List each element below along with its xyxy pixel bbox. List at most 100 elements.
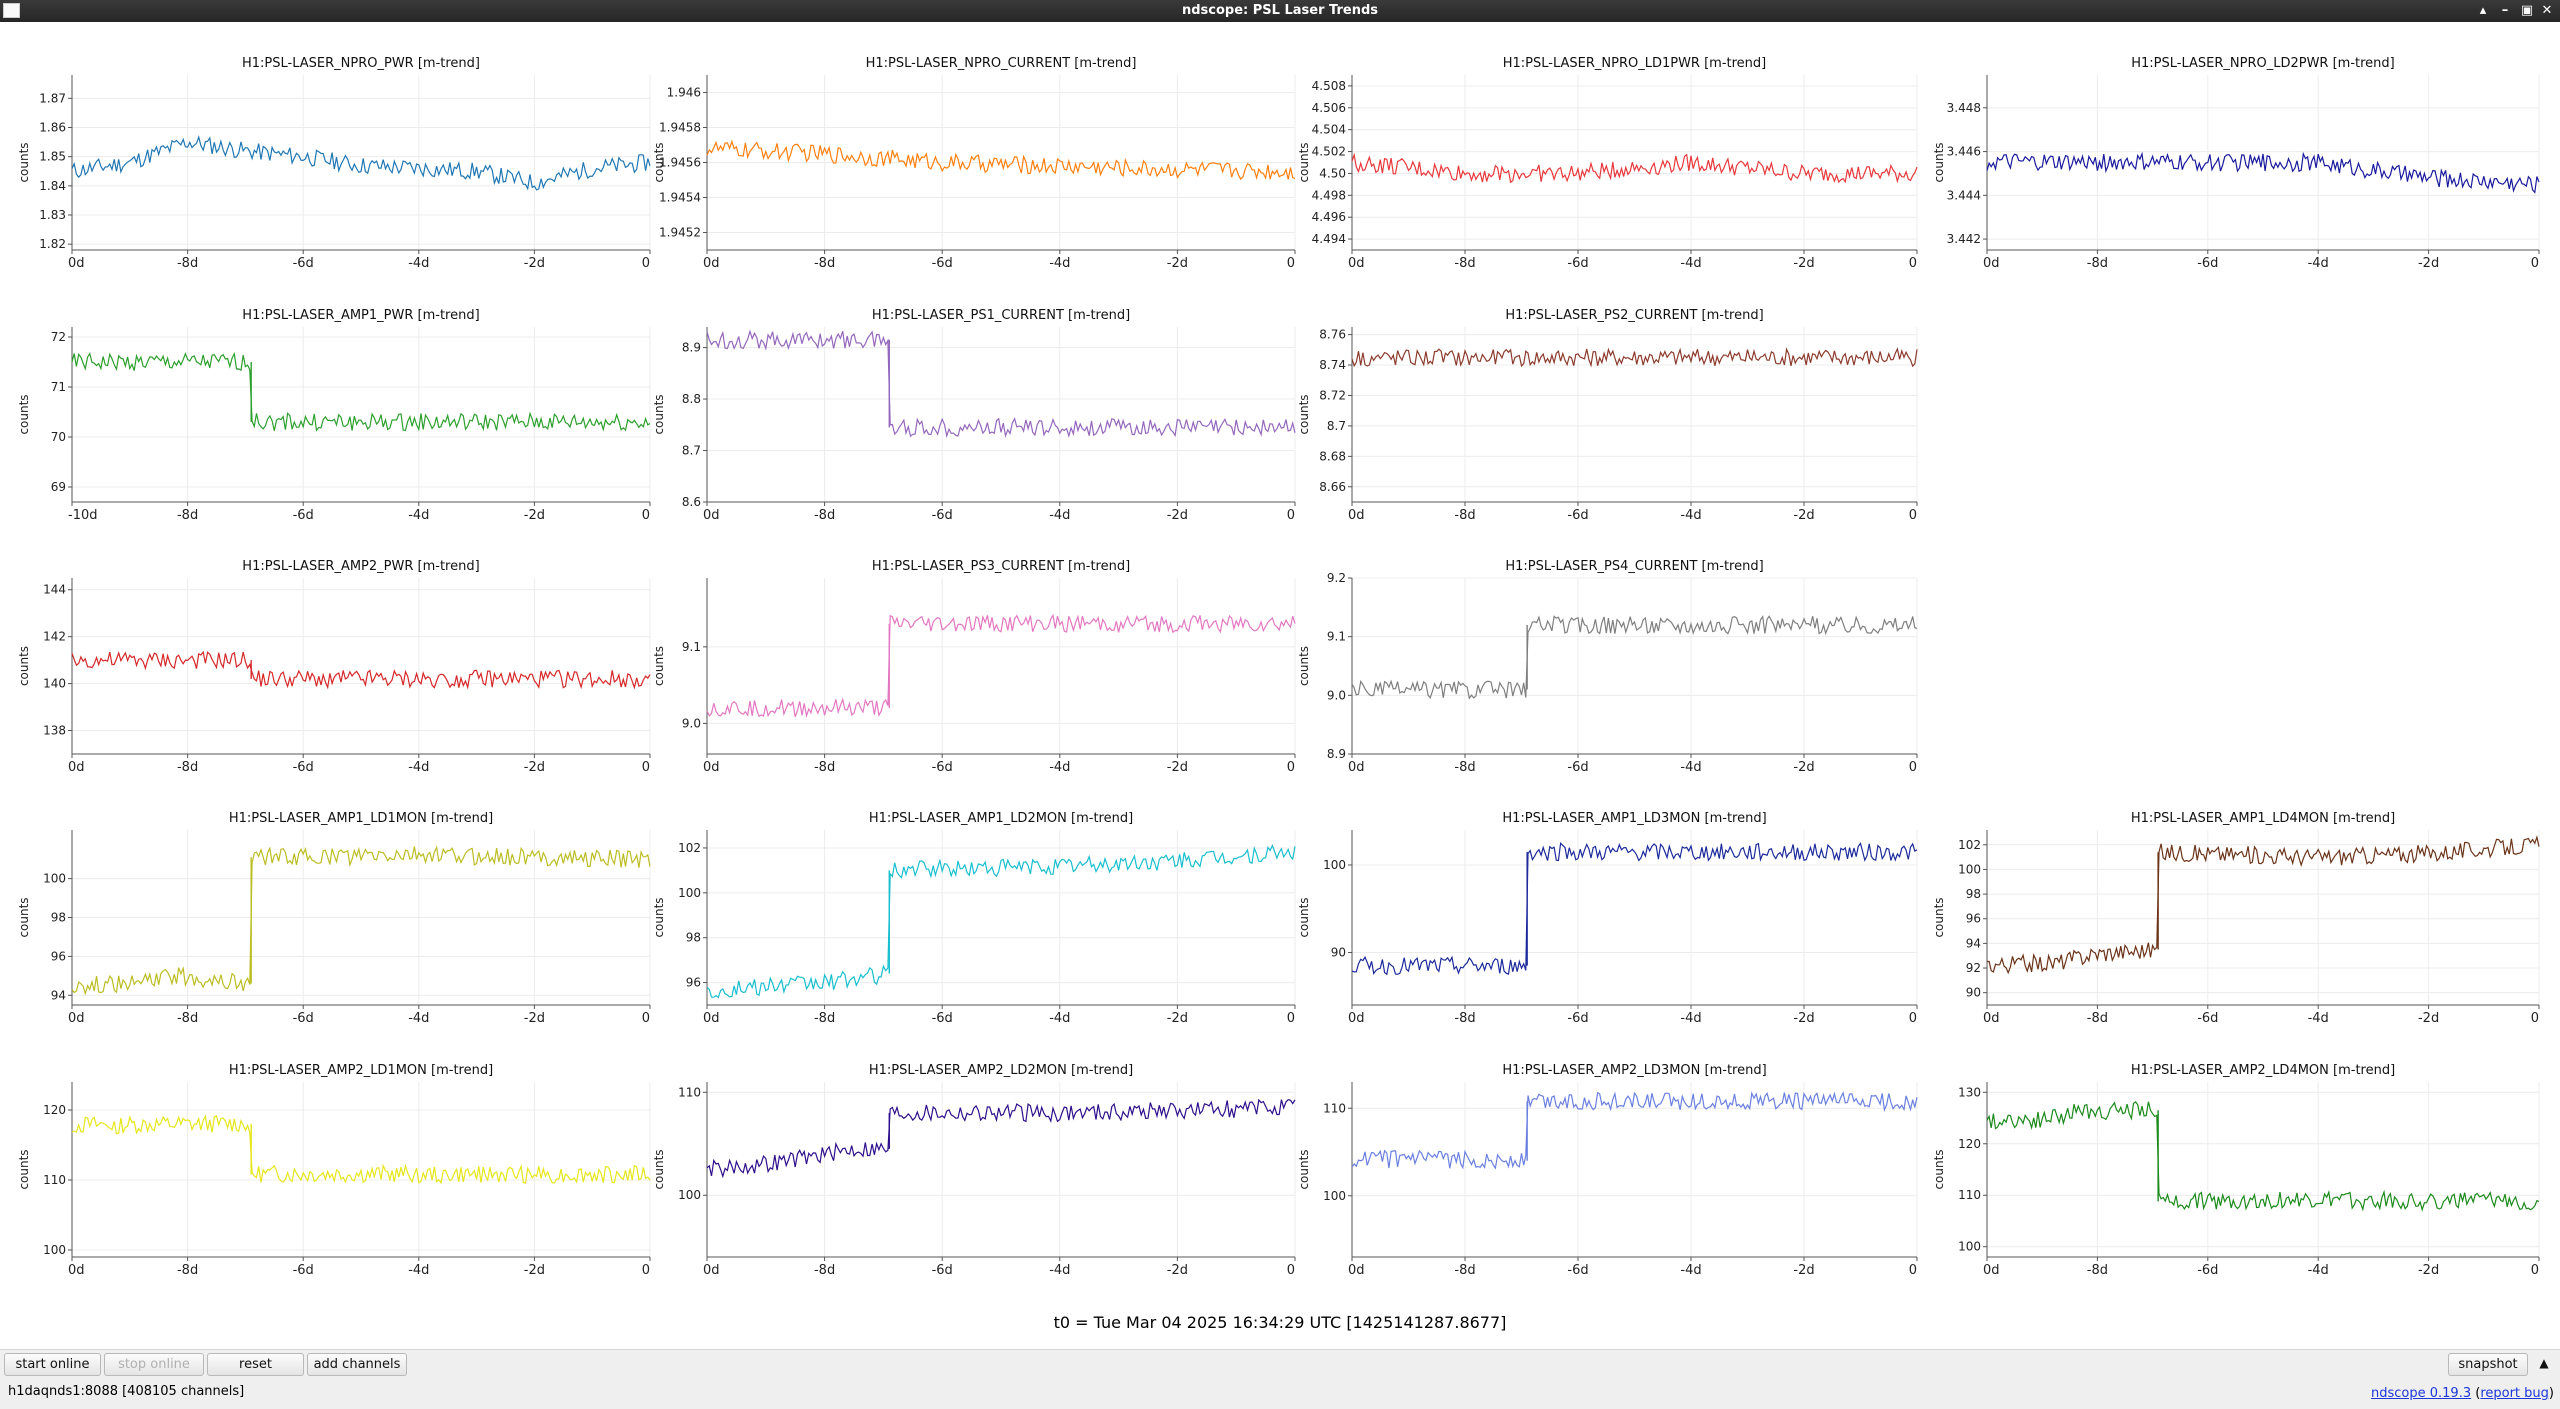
y-tick-label: 4.50 (1319, 166, 1346, 180)
x-tick-label: -6d (1567, 256, 1588, 271)
x-tick-label: 0d (703, 256, 720, 271)
y-axis-label: counts (1297, 142, 1311, 182)
plot-panel[interactable]: H1:PSL-LASER_AMP1_LD4MON [m-trend] 90 92 94… (1932, 811, 2539, 1026)
y-tick-label: 92 (1966, 961, 1981, 975)
y-axis-label: counts (17, 1149, 31, 1189)
x-tick-label: -8d (177, 256, 198, 271)
report-bug-link[interactable]: report bug (2480, 1386, 2549, 1401)
y-tick-label: 96 (1966, 912, 1981, 926)
y-tick-label: 100 (43, 872, 66, 886)
x-tick-label: -2d (2418, 256, 2439, 271)
x-tick-label: 0 (1909, 1263, 1917, 1278)
plot-panel[interactable]: H1:PSL-LASER_NPRO_PWR [m-trend] 1.82 1.83 1… (17, 56, 650, 271)
y-tick-label: 142 (43, 630, 66, 644)
data-trace (72, 354, 650, 431)
y-tick-label: 90 (1331, 946, 1346, 960)
version-info: ndscope 0.19.3 (report bug) (2371, 1386, 2554, 1401)
plot-canvas[interactable]: H1:PSL-LASER_NPRO_PWR [m-trend] 1.82 1.83 1… (0, 22, 2560, 1340)
y-tick-label: 4.508 (1312, 79, 1346, 93)
plot-title: H1:PSL-LASER_PS3_CURRENT [m-trend] (872, 559, 1130, 574)
x-tick-label: -4d (1049, 1263, 1070, 1278)
plot-title: H1:PSL-LASER_AMP2_PWR [m-trend] (242, 559, 479, 574)
status-bar: h1daqnds1:8088 [408105 channels] ndscope… (0, 1377, 2560, 1409)
x-tick-label: -4d (2308, 1263, 2329, 1278)
bottom-toolbar: start online stop online reset add chann… (0, 1349, 2560, 1377)
y-axis-label: counts (1297, 897, 1311, 937)
y-tick-label: 102 (678, 841, 701, 855)
x-tick-label: 0d (1348, 1263, 1365, 1278)
data-trace (1352, 843, 1917, 974)
window-collapse-icon[interactable]: ▴ (2472, 0, 2494, 22)
plot-panel[interactable]: H1:PSL-LASER_AMP1_LD2MON [m-trend] 96 98 10… (652, 811, 1295, 1026)
x-tick-label: -4d (408, 256, 429, 271)
x-tick-label: -6d (293, 1263, 314, 1278)
plot-panel[interactable]: H1:PSL-LASER_AMP1_PWR [m-trend] 69 70 71 72 -… (17, 308, 650, 523)
stop-online-button[interactable]: stop online (104, 1353, 204, 1376)
x-tick-label: -8d (177, 1011, 198, 1026)
data-trace (707, 846, 1295, 998)
x-tick-label: -4d (408, 1263, 429, 1278)
x-tick-label: 0 (2531, 256, 2539, 271)
version-link[interactable]: ndscope 0.19.3 (2371, 1386, 2471, 1401)
x-tick-label: -4d (408, 760, 429, 775)
window-close-icon[interactable]: ✕ (2536, 0, 2558, 22)
y-tick-label: 100 (1323, 1189, 1346, 1203)
plot-grid[interactable]: H1:PSL-LASER_NPRO_PWR [m-trend] 1.82 1.83 1… (0, 22, 2560, 1340)
x-tick-label: -8d (1454, 508, 1475, 523)
x-tick-label: 0d (1348, 508, 1365, 523)
y-tick-label: 120 (1958, 1137, 1981, 1151)
y-tick-label: 100 (1958, 862, 1981, 876)
x-tick-label: -4d (1680, 1263, 1701, 1278)
y-tick-label: 8.8 (682, 392, 701, 406)
x-tick-label: -2d (524, 1011, 545, 1026)
x-tick-label: 0d (1348, 1011, 1365, 1026)
data-trace (707, 142, 1295, 180)
expand-chevron-icon[interactable]: ▲ (2532, 1353, 2556, 1376)
add-channels-button[interactable]: add channels (307, 1353, 407, 1376)
x-tick-label: -2d (524, 256, 545, 271)
y-axis-label: counts (1297, 394, 1311, 434)
x-tick-label: -2d (1167, 1011, 1188, 1026)
plot-panel[interactable]: H1:PSL-LASER_NPRO_CURRENT [m-trend] 1.945… (652, 56, 1295, 271)
plot-panel[interactable]: H1:PSL-LASER_AMP2_LD3MON [m-trend] 100 110… (1297, 1063, 1917, 1278)
snapshot-button[interactable]: snapshot (2448, 1353, 2528, 1376)
start-online-button[interactable]: start online (4, 1353, 101, 1376)
plot-panel[interactable]: H1:PSL-LASER_PS2_CURRENT [m-trend] 8.66 8.… (1297, 308, 1917, 523)
data-trace (1352, 616, 1917, 698)
window-title: ndscope: PSL Laser Trends (1182, 3, 1378, 18)
y-tick-label: 8.74 (1319, 358, 1346, 372)
plot-title: H1:PSL-LASER_NPRO_PWR [m-trend] (242, 56, 480, 71)
x-tick-label: 0 (1287, 760, 1295, 775)
y-tick-label: 8.68 (1319, 449, 1346, 463)
window-maximize-icon[interactable]: ▣ (2516, 0, 2538, 22)
x-tick-label: -6d (1567, 508, 1588, 523)
y-tick-label: 69 (51, 480, 66, 494)
y-tick-label: 96 (51, 949, 66, 963)
plot-panel[interactable]: H1:PSL-LASER_AMP2_LD1MON [m-trend] 100 110… (17, 1063, 650, 1278)
plot-panel[interactable]: H1:PSL-LASER_AMP2_PWR [m-trend] 138 140 142… (17, 559, 650, 775)
x-tick-label: -4d (2308, 256, 2329, 271)
y-tick-label: 8.76 (1319, 328, 1346, 342)
plot-panel[interactable]: H1:PSL-LASER_AMP2_LD4MON [m-trend] 100 110… (1932, 1063, 2539, 1278)
plot-panel[interactable]: H1:PSL-LASER_PS3_CURRENT [m-trend] 9.0 9.1… (652, 559, 1295, 775)
plot-panel[interactable]: H1:PSL-LASER_AMP2_LD2MON [m-trend] 100 110… (652, 1063, 1295, 1278)
x-tick-label: -2d (1167, 1263, 1188, 1278)
x-tick-label: 0 (1909, 1011, 1917, 1026)
y-tick-label: 71 (51, 380, 66, 394)
plot-panel[interactable]: H1:PSL-LASER_AMP1_LD3MON [m-trend] 90 100 0… (1297, 811, 1917, 1026)
x-tick-label: 0d (1983, 256, 2000, 271)
plot-panel[interactable]: H1:PSL-LASER_PS1_CURRENT [m-trend] 8.6 8.7… (652, 308, 1295, 523)
y-tick-label: 100 (43, 1243, 66, 1257)
y-tick-label: 3.444 (1947, 188, 1981, 202)
window-minimize-icon[interactable]: – (2494, 0, 2516, 22)
plot-title: H1:PSL-LASER_AMP1_LD2MON [m-trend] (869, 811, 1133, 826)
plot-panel[interactable]: H1:PSL-LASER_NPRO_LD1PWR [m-trend] 4.494 4… (1297, 56, 1917, 271)
plot-panel[interactable]: H1:PSL-LASER_NPRO_LD2PWR [m-trend] 3.442 3… (1932, 56, 2539, 271)
y-axis-label: counts (1932, 142, 1946, 182)
t0-label: t0 = Tue Mar 04 2025 16:34:29 UTC [14251… (0, 1313, 2560, 1332)
x-tick-label: -6d (932, 508, 953, 523)
x-tick-label: -2d (1793, 508, 1814, 523)
reset-button[interactable]: reset (207, 1353, 304, 1376)
plot-panel[interactable]: H1:PSL-LASER_AMP1_LD1MON [m-trend] 94 96 98… (17, 811, 650, 1026)
plot-panel[interactable]: H1:PSL-LASER_PS4_CURRENT [m-trend] 8.9 9.0… (1297, 559, 1917, 775)
